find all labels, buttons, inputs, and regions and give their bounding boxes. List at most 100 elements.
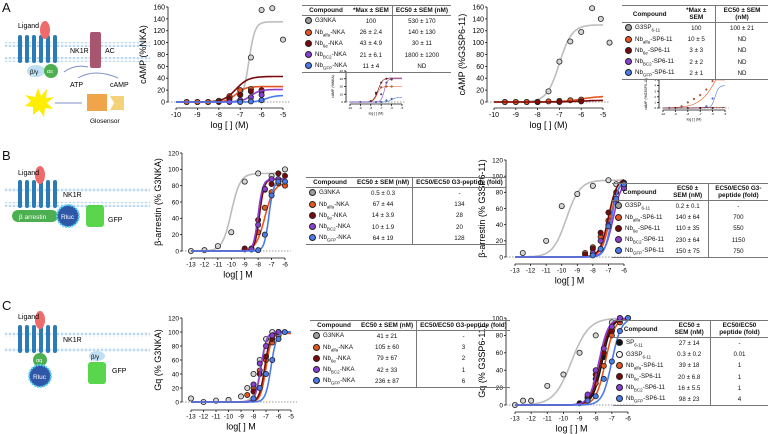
y-tick-label: 0 (499, 254, 503, 261)
x-tick-label: -6 (621, 268, 627, 275)
table-row: Nb6e-NKA 14 ± 3.9 28 (306, 210, 506, 222)
value-cell: 0.5 ± 0.3 (371, 190, 396, 198)
x-tick-label: -8 (216, 112, 222, 119)
schematic-diagrams: Ligand NK1R AC β/γ αs ATP cAMP Glosensor… (5, 21, 150, 388)
value-cell: 14 ± 3.9 (371, 212, 395, 220)
data-point (560, 371, 567, 378)
compound-subscript: alfa (642, 38, 651, 44)
value-cell: 1150 (707, 234, 768, 246)
series-marker-icon (615, 202, 622, 210)
compound-suffix: -SP6-11 (651, 58, 674, 65)
data-point (597, 237, 604, 244)
series-marker-icon (305, 50, 312, 58)
gfp-icon (88, 362, 106, 384)
data-point (256, 384, 263, 391)
y-tick-label: 80 (476, 52, 484, 59)
x-tick-label: -5 (280, 112, 286, 119)
data-point (592, 393, 599, 400)
data-point (228, 229, 235, 236)
data-point (201, 247, 208, 254)
x-tick-label: -5 (288, 414, 294, 421)
chart-a2-inset: 0 12 34 5 -10 -9 -8 -7 -6 -5 log [ ] (M) cAMP (%G3S… (644, 78, 729, 122)
x-tick-label: -12 (526, 416, 536, 423)
y-tick-label: 20 (172, 232, 180, 239)
series-nb-alfa-nka (350, 85, 402, 104)
data-point (385, 77, 388, 80)
value-cell: ND (715, 56, 768, 68)
x-tick-label: -10 (224, 414, 234, 421)
fit-curve (494, 99, 603, 103)
value-cell: 128 (412, 232, 506, 245)
y-tick-label: 0 (341, 100, 343, 104)
data-point (258, 97, 265, 104)
value-cell: 0.2 ± 0.1 (675, 203, 700, 211)
y-tick-label: 120 (168, 315, 179, 322)
value-cell: 140 ± 64 (675, 214, 700, 222)
data-point (380, 93, 383, 96)
series-nb-bc2-nka (350, 77, 402, 104)
data-point (545, 88, 552, 95)
glosensor-icon (87, 94, 107, 111)
x-tick-label: -5 (600, 112, 606, 119)
receptor-icon (18, 180, 57, 208)
table-header: Compound (622, 5, 678, 23)
data-point (258, 6, 265, 13)
data-point (275, 335, 282, 342)
data-point (279, 36, 286, 43)
value-cell: 0.01 (709, 349, 768, 361)
x-tick-label: -10 (557, 268, 567, 275)
compound-name: Nb (625, 213, 633, 221)
compound-suffix: -NKA (340, 377, 355, 385)
value-cell: 110 ± 35 (675, 225, 700, 233)
table-row: Nbalfa-NKA 67 ± 44 134 (306, 199, 506, 211)
compound-name: Nb (319, 200, 327, 208)
data-point (534, 99, 541, 106)
compound-suffix: -SP6-11 (640, 213, 663, 221)
data-point (258, 91, 265, 98)
table-row: Nb6e-NKA 43 ± 4.9 30 ± 11 (302, 38, 451, 50)
data-point (237, 393, 244, 400)
value-cell: 42 ± 33 (376, 366, 398, 374)
data-point (385, 81, 388, 84)
compound-name: Nb (319, 234, 327, 242)
x-tick-label: -7 (699, 112, 702, 116)
value-cell: 2 (416, 353, 510, 365)
data-point (250, 381, 257, 388)
x-tick-label: -12 (200, 262, 210, 269)
value-cell: 2 ± 1 (677, 67, 716, 80)
table-row: G3SP6-11 0.2 ± 0.1- (612, 200, 768, 213)
panel-label-a: A (2, 0, 11, 15)
compound-suffix: -NKA (334, 200, 349, 208)
table-row: Nb6e-SP6-11 110 ± 35 550 (612, 223, 768, 235)
data-point (680, 105, 683, 108)
compound-name: Nb (625, 236, 633, 243)
compound-name: Nb (626, 395, 634, 403)
data-point (567, 38, 574, 45)
table-row: NbGFP-SP6-11 2 ± 1 ND (622, 67, 768, 80)
value-cell: ND (715, 45, 768, 57)
series-nb-6e-nka (191, 170, 288, 252)
y-tick-label: 0 (175, 399, 179, 406)
fit-curve (663, 79, 725, 109)
receptor-label: NK1R (70, 48, 89, 55)
table-header: EC50 ± SEM (nM) (668, 320, 711, 338)
y-axis-label: Gq (% G3NKA) (153, 329, 163, 391)
y-tick-label: 100 (168, 329, 179, 336)
data-point (576, 349, 583, 356)
y-tick-label: 140 (153, 16, 165, 23)
table-header: EC50/EC50 peptide (fold) (709, 320, 768, 338)
data-point (597, 229, 604, 236)
data-point (589, 252, 596, 259)
data-point (674, 106, 677, 110)
data-point (584, 397, 591, 404)
x-tick-label: -7 (606, 268, 612, 275)
x-tick-label: -9 (242, 262, 248, 269)
x-tick-label: -11 (212, 414, 221, 421)
ligand-label: Ligand (18, 170, 39, 177)
x-tick-label: -13 (510, 268, 520, 275)
data-point (543, 237, 550, 244)
data-point (269, 5, 276, 12)
panel-label-b: B (2, 148, 11, 163)
x-tick-label: -9 (577, 416, 583, 423)
x-tick-label: -13 (510, 416, 520, 423)
